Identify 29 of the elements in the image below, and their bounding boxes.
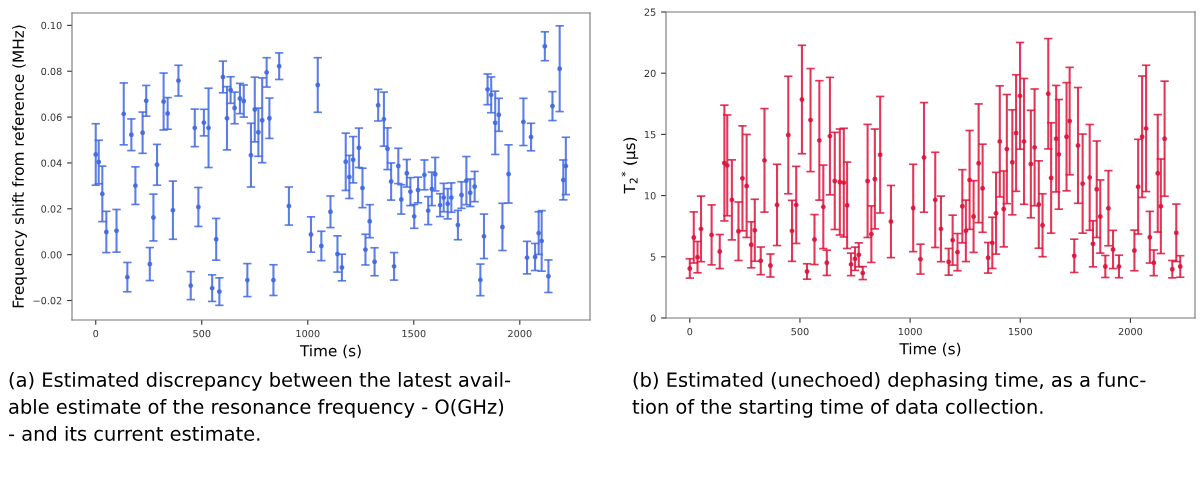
y-axis-title: T$_{2}$$^{*}$ (μs) — [621, 137, 639, 194]
y-tick-label: −0.02 — [33, 296, 62, 305]
y-tick-label: 15 — [644, 131, 656, 139]
y-tick-label: 0.06 — [41, 113, 62, 121]
x-tick-label: 0 — [687, 327, 693, 336]
x-axis-title: Time (s) — [899, 342, 961, 357]
x-tick-label: 1000 — [898, 327, 922, 336]
x-tick-label: 500 — [791, 327, 809, 336]
y-tick-label: 0.08 — [41, 67, 62, 76]
x-tick-label: 2000 — [1118, 327, 1143, 336]
y-tick-label: 25 — [644, 8, 656, 16]
y-tick-label: 0.04 — [41, 159, 62, 167]
x-tick-label: 0 — [93, 329, 99, 338]
x-tick-label: 1000 — [296, 329, 320, 338]
x-axis-title: Time (s) — [299, 344, 361, 359]
x-tick-label: 1500 — [402, 329, 426, 338]
y-tick-label: 0.02 — [41, 205, 62, 213]
y-tick-label: 0.10 — [41, 21, 62, 30]
text: (a) Estimated discrepancy between the latest avail- able estimate of the resonance frequency - O(GHz) - and its current estimate. — [8, 372, 511, 441]
y-tick-label: 20 — [644, 69, 656, 78]
x-tick-label: 500 — [193, 329, 211, 338]
y-tick-label: 10 — [644, 192, 656, 200]
x-tick-label: 1500 — [1008, 327, 1033, 336]
x-tick-label: 2000 — [508, 329, 532, 338]
y-tick-label: 0 — [650, 314, 656, 322]
y-axis-title: Frequency shift from reference (MHz) — [12, 25, 27, 308]
y-tick-label: 0.00 — [41, 251, 62, 259]
y-tick-label: 5 — [650, 253, 656, 261]
text: (b) Estimated (unechoed) dephasing time, as a func- tion of the starting time of data collection. — [632, 372, 1146, 418]
